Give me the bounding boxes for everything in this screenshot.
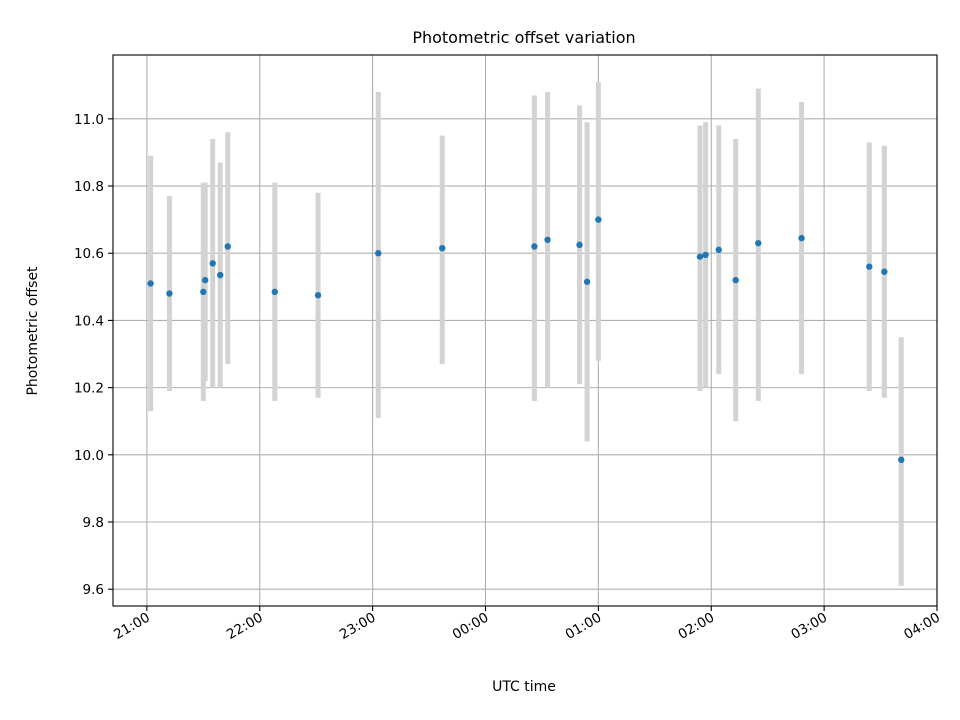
data-point — [866, 263, 873, 270]
data-point — [439, 244, 446, 252]
y-tick-label: 9.6 — [83, 582, 104, 598]
y-tick-label: 10.6 — [74, 246, 104, 262]
data-point — [544, 236, 551, 243]
data-point — [201, 276, 209, 284]
data-point — [881, 268, 888, 275]
data-point — [209, 260, 216, 267]
data-point — [166, 290, 173, 297]
x-tick-label: 01:00 — [563, 610, 605, 643]
point-layer — [147, 216, 905, 464]
x-tick-label: 03:00 — [788, 610, 830, 643]
data-point — [583, 278, 591, 285]
data-point — [732, 276, 739, 284]
x-tick-label: 23:00 — [337, 610, 379, 643]
y-axis-label: Photometric offset — [25, 266, 41, 396]
errorbar-layer — [148, 81, 904, 586]
y-tick-label: 10.4 — [74, 313, 104, 329]
y-tick-label: 11.0 — [74, 112, 104, 128]
plot-frame — [112, 54, 938, 607]
data-point — [224, 243, 231, 250]
x-tick-label: 02:00 — [676, 610, 718, 643]
y-tick-label: 10.2 — [74, 381, 104, 397]
data-point — [595, 216, 602, 223]
data-point — [531, 243, 538, 250]
data-point — [576, 241, 583, 249]
chart-title: Photometric offset variation — [412, 28, 635, 47]
data-point — [271, 288, 278, 296]
data-point — [755, 239, 762, 247]
data-point — [375, 250, 382, 257]
y-tick-label: 10.8 — [74, 179, 104, 195]
grid-layer — [113, 55, 938, 606]
y-tick-label: 9.8 — [83, 515, 104, 531]
data-point — [200, 288, 207, 296]
data-point — [217, 271, 224, 279]
x-tick-label: 04:00 — [901, 610, 943, 643]
x-tick-label: 21:00 — [111, 610, 153, 643]
x-tick-label: 00:00 — [450, 610, 492, 643]
y-tick-label: 10.0 — [74, 448, 104, 464]
data-point — [314, 292, 322, 299]
data-point — [898, 456, 905, 464]
x-tick-label: 22:00 — [224, 610, 266, 643]
data-point — [798, 234, 805, 242]
data-point — [715, 246, 722, 254]
data-point — [702, 251, 709, 259]
x-axis-label: UTC time — [492, 679, 556, 695]
data-point — [696, 253, 704, 260]
data-point — [147, 280, 154, 287]
